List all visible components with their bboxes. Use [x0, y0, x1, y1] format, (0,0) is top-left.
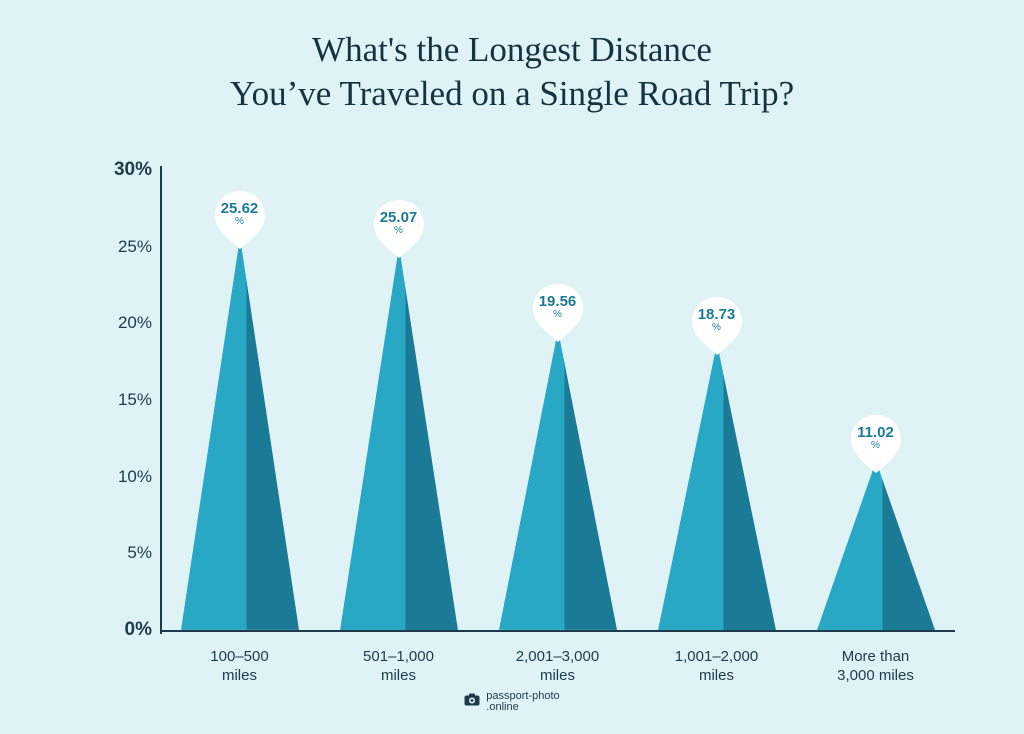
value-number: 19.56 [539, 293, 577, 310]
x-label-line-1: 100–500 [210, 648, 268, 665]
triangle-shape [340, 246, 458, 630]
title-line-1: What's the Longest Distance [312, 30, 712, 69]
data-triangle: 25.62% [160, 170, 320, 630]
y-tick: 25% [118, 237, 152, 257]
data-triangle: 18.73% [637, 170, 797, 630]
attribution: passport-photo .online [0, 691, 1024, 714]
triangle-shape [181, 237, 299, 630]
value-number: 18.73 [698, 306, 736, 323]
value-unit: % [370, 226, 428, 236]
title-line-2: You’ve Traveled on a Single Road Trip? [230, 74, 794, 113]
x-label-line-2: miles [540, 667, 575, 684]
infographic-page: What's the Longest Distance You’ve Trave… [0, 0, 1024, 734]
cone-series: 25.62%25.07%19.56%18.73%11.02% [160, 170, 955, 630]
x-label-line-2: 3,000 miles [837, 667, 914, 684]
y-tick: 10% [118, 467, 152, 487]
x-label-line-1: More than [842, 648, 910, 665]
data-triangle: 11.02% [796, 170, 956, 630]
y-axis: 30%25%20%15%10%5%0% [105, 170, 160, 630]
triangle-shape [817, 461, 935, 630]
chart-title: What's the Longest Distance You’ve Trave… [0, 28, 1024, 116]
x-label-line-2: miles [222, 667, 257, 684]
value-unit: % [211, 217, 269, 227]
x-axis-label: 1,001–2,000 miles [637, 648, 797, 686]
x-axis-label: More than 3,000 miles [796, 648, 956, 686]
x-label-line-2: miles [699, 667, 734, 684]
y-tick: 5% [127, 543, 152, 563]
value-number: 11.02 [857, 424, 894, 441]
x-axis-label: 100–500 miles [160, 648, 320, 686]
data-triangle: 19.56% [478, 170, 638, 630]
x-axis-label: 2,001–3,000 miles [478, 648, 638, 686]
y-tick: 0% [125, 619, 152, 641]
x-axis-label: 501–1,000 miles [319, 648, 479, 686]
x-label-line-1: 2,001–3,000 [516, 648, 599, 665]
data-triangle: 25.07% [319, 170, 479, 630]
x-axis-line [160, 630, 955, 632]
plot-region: 25.62%25.07%19.56%18.73%11.02% [160, 170, 955, 630]
x-label-line-1: 1,001–2,000 [675, 648, 758, 665]
y-tick: 20% [118, 313, 152, 333]
attribution-line-1: passport-photo [486, 690, 559, 702]
y-tick: 30% [114, 159, 152, 181]
triangle-shape [658, 343, 776, 630]
attribution-text: passport-photo .online [486, 691, 559, 714]
chart-area: 30%25%20%15%10%5%0% 25.62%25.07%19.56%18… [105, 170, 955, 630]
value-number: 25.62 [221, 200, 259, 217]
value-unit: % [529, 310, 587, 320]
y-tick: 15% [118, 390, 152, 410]
x-label-line-1: 501–1,000 [363, 648, 434, 665]
value-unit: % [847, 441, 905, 451]
attribution-line-2: .online [486, 701, 518, 713]
value-unit: % [688, 323, 746, 333]
x-label-line-2: miles [381, 667, 416, 684]
triangle-shape [499, 330, 617, 630]
camera-icon [464, 693, 480, 711]
value-number: 25.07 [380, 209, 418, 226]
